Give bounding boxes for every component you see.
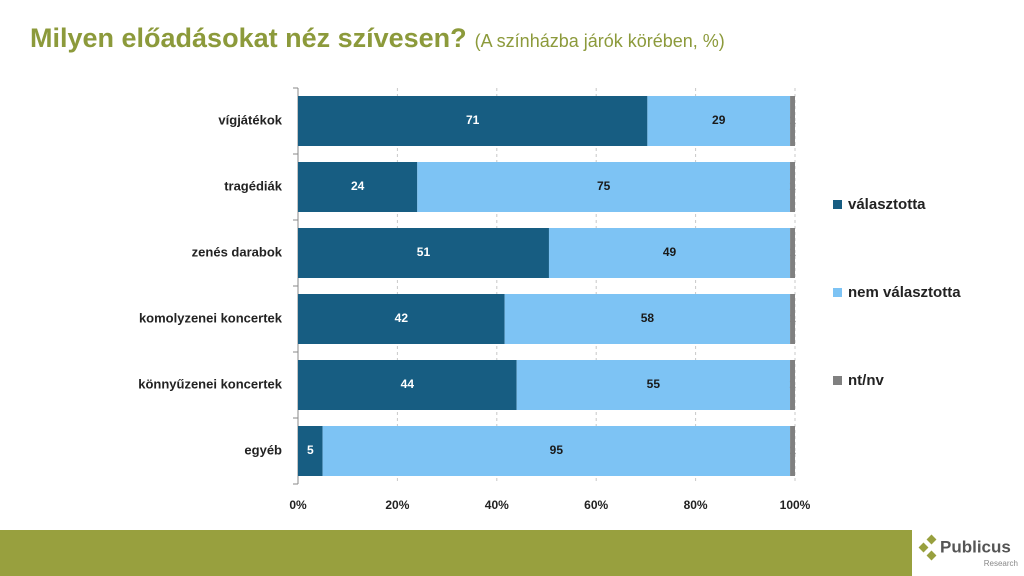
data-label: 1 <box>789 443 796 457</box>
y-tick-label: egyéb <box>244 442 282 457</box>
data-label: 1 <box>789 245 796 259</box>
bar-segment <box>298 360 517 410</box>
data-label: 1 <box>789 311 796 325</box>
data-label: 55 <box>647 377 661 391</box>
legend-swatch <box>833 200 842 209</box>
logo-brand: Publicus <box>940 537 1011 556</box>
x-tick-label: 40% <box>485 498 509 512</box>
data-label: 95 <box>550 443 564 457</box>
data-label: 29 <box>712 113 726 127</box>
bar-segment <box>790 426 795 476</box>
legend-label: nem választotta <box>848 284 961 301</box>
y-tick-label: könnyűzenei koncertek <box>138 376 283 391</box>
bar-segment <box>548 228 791 278</box>
bar-segment <box>516 360 791 410</box>
bar-segment <box>298 228 549 278</box>
data-label: 71 <box>466 113 480 127</box>
logo-sub: Research <box>984 559 1018 568</box>
bar-segment <box>790 228 795 278</box>
x-tick-label: 100% <box>780 498 811 512</box>
bar-segment <box>504 294 791 344</box>
x-tick-label: 20% <box>385 498 409 512</box>
bar-segment <box>647 96 791 146</box>
bar-segment <box>298 162 418 212</box>
y-tick-label: zenés darabok <box>192 244 283 259</box>
x-tick-label: 0% <box>289 498 307 512</box>
bar-segment <box>790 96 795 146</box>
bar-segment <box>790 294 795 344</box>
y-tick-label: tragédiák <box>224 178 283 193</box>
data-label: 1 <box>789 377 796 391</box>
bar-segment <box>298 426 323 476</box>
chart-title: Milyen előadásokat néz szívesen? <box>30 23 467 53</box>
footer-band <box>0 530 1024 576</box>
legend-label: választotta <box>848 196 926 213</box>
chart-subtitle: (A színházba járók körében, %) <box>475 31 725 51</box>
x-tick-label: 80% <box>684 498 708 512</box>
logo-icon <box>918 534 937 561</box>
legend-label: nt/nv <box>848 372 884 389</box>
y-tick-label: vígjátékok <box>218 112 282 127</box>
legend-swatch <box>833 288 842 297</box>
data-label: 58 <box>641 311 655 325</box>
x-tick-label: 60% <box>584 498 608 512</box>
data-label: 1 <box>789 179 796 193</box>
data-label: 51 <box>417 245 431 259</box>
data-label: 5 <box>307 443 314 457</box>
data-label: 75 <box>597 179 611 193</box>
bar-segment <box>322 426 791 476</box>
data-label: 49 <box>663 245 677 259</box>
bar-segment <box>790 360 795 410</box>
bar-segment <box>298 96 648 146</box>
data-label: 1 <box>789 113 796 127</box>
legend-swatch <box>833 376 842 385</box>
bar-segment <box>417 162 791 212</box>
bar-segment <box>790 162 795 212</box>
data-label: 44 <box>401 377 415 391</box>
logo-box <box>912 522 1024 576</box>
data-label: 42 <box>395 311 409 325</box>
y-tick-label: komolyzenei koncertek <box>139 310 283 325</box>
bar-segment <box>298 294 505 344</box>
data-label: 24 <box>351 179 365 193</box>
